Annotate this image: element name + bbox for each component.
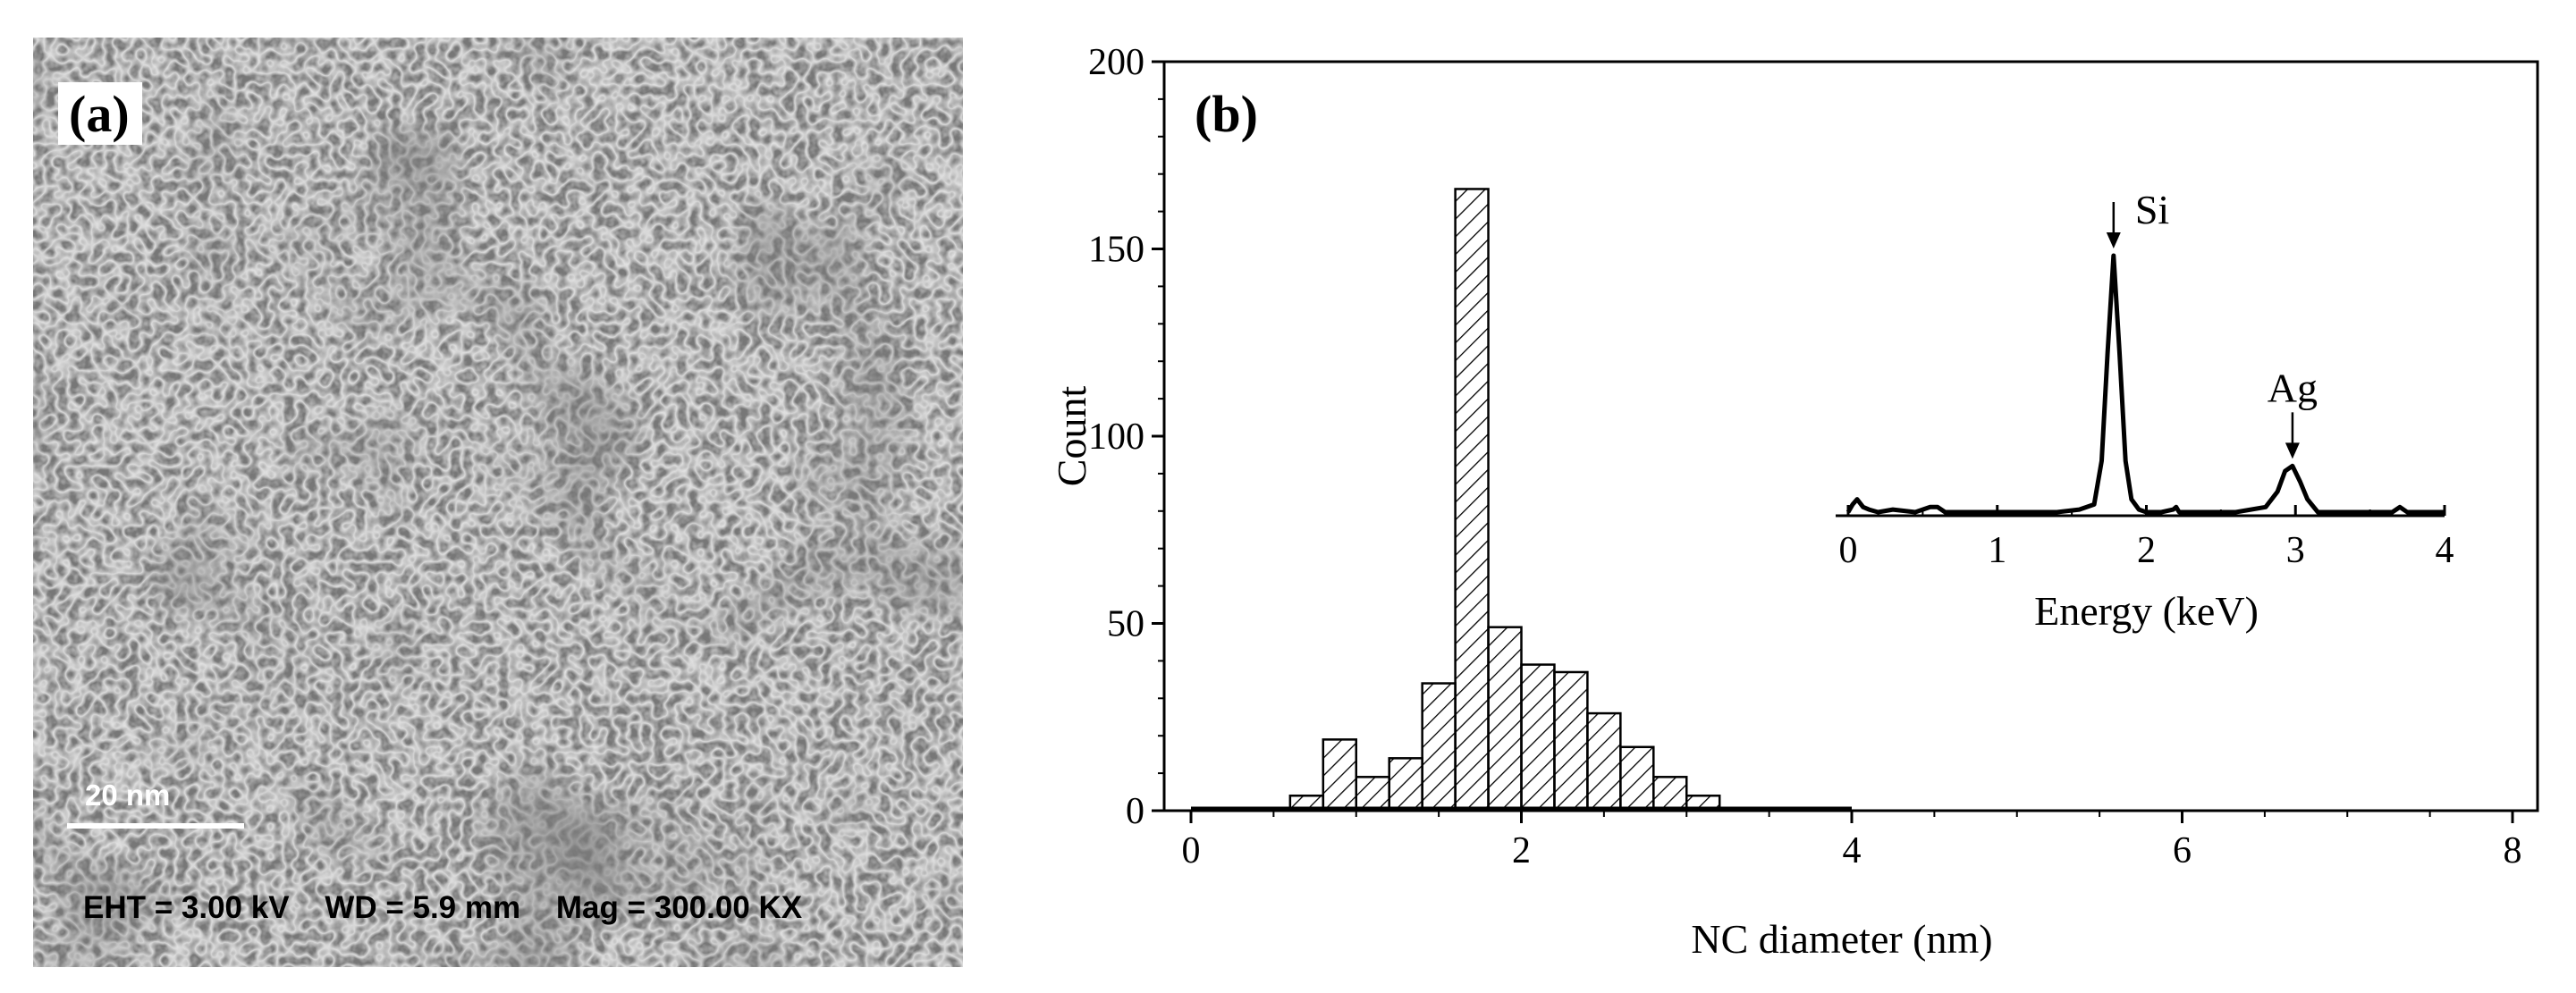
panel-b-label: (b) — [1195, 85, 1258, 143]
scale-bar-label: 20 nm — [85, 778, 171, 812]
histogram-bar — [1553, 670, 1589, 812]
sem-wd: WD = 5.9 mm — [325, 890, 521, 925]
histogram-bar — [1355, 776, 1390, 812]
histogram-bar — [1520, 663, 1556, 812]
histogram-bar — [1685, 794, 1721, 812]
sem-eht: EHT = 3.00 kV — [83, 890, 290, 925]
sem-mag: Mag = 300.00 KX — [555, 890, 803, 925]
x-tick-label: 4 — [1843, 830, 1862, 871]
y-tick-label: 100 — [1088, 417, 1144, 458]
histogram-bar — [1421, 682, 1457, 812]
y-tick-label: 50 — [1107, 604, 1144, 645]
x-tick-label: 2 — [1512, 830, 1531, 871]
histogram-bar — [1288, 794, 1325, 812]
histogram-chart: 0 50 100 150 200 0 2 4 6 8 NC diameter (nm) Count (b… — [1049, 42, 2539, 962]
inset-eds-plot: 0 1 2 3 4 Energy (keV) Si Ag — [1836, 187, 2454, 634]
peak-arrow-head — [2285, 442, 2300, 459]
x-tick-label: 8 — [2504, 830, 2522, 871]
peak-label: Ag — [2268, 365, 2318, 410]
peak-arrow-head — [2106, 232, 2121, 248]
histogram-bar — [1454, 188, 1490, 812]
inset-x-tick-label: 2 — [2137, 530, 2156, 571]
sem-micrograph-texture — [33, 38, 963, 967]
y-tick-label: 0 — [1126, 791, 1144, 832]
main-plot-area: 0 50 100 150 200 0 2 4 6 8 NC diameter (nm) Count (b… — [1049, 42, 2539, 962]
inset-x-tick-label: 1 — [1988, 530, 2006, 571]
scale-bar — [67, 823, 244, 829]
y-tick-label: 200 — [1088, 42, 1144, 83]
inset-x-axis-label: Energy (keV) — [2034, 588, 2259, 634]
histogram-bar — [1619, 745, 1655, 812]
plot-frame — [1162, 60, 2539, 812]
histogram-bar — [1652, 776, 1688, 812]
peak-label: Si — [2135, 187, 2169, 232]
x-tick-label: 6 — [2173, 830, 2192, 871]
inset-x-tick-label: 4 — [2436, 530, 2454, 571]
histogram-bar — [1586, 711, 1622, 812]
sem-image: (a) 20 nm EHT = 3.00 kV WD = 5.9 mm Mag … — [33, 38, 963, 967]
x-axis-label: NC diameter (nm) — [1691, 916, 1992, 962]
y-axis-label: Count — [1049, 386, 1094, 487]
histogram-bar — [1487, 626, 1523, 812]
x-tick-label: 0 — [1182, 830, 1201, 871]
histogram-bar — [1388, 757, 1423, 812]
panel-a-label: (a) — [58, 82, 142, 145]
inset-x-tick-label: 3 — [2286, 530, 2305, 571]
histogram-bar — [1322, 738, 1357, 812]
y-tick-label: 150 — [1088, 230, 1144, 271]
sem-info-bar: EHT = 3.00 kV WD = 5.9 mm Mag = 300.00 K… — [83, 890, 802, 926]
inset-x-tick-label: 0 — [1839, 530, 1858, 571]
eds-spectrum-line — [1845, 253, 2445, 515]
